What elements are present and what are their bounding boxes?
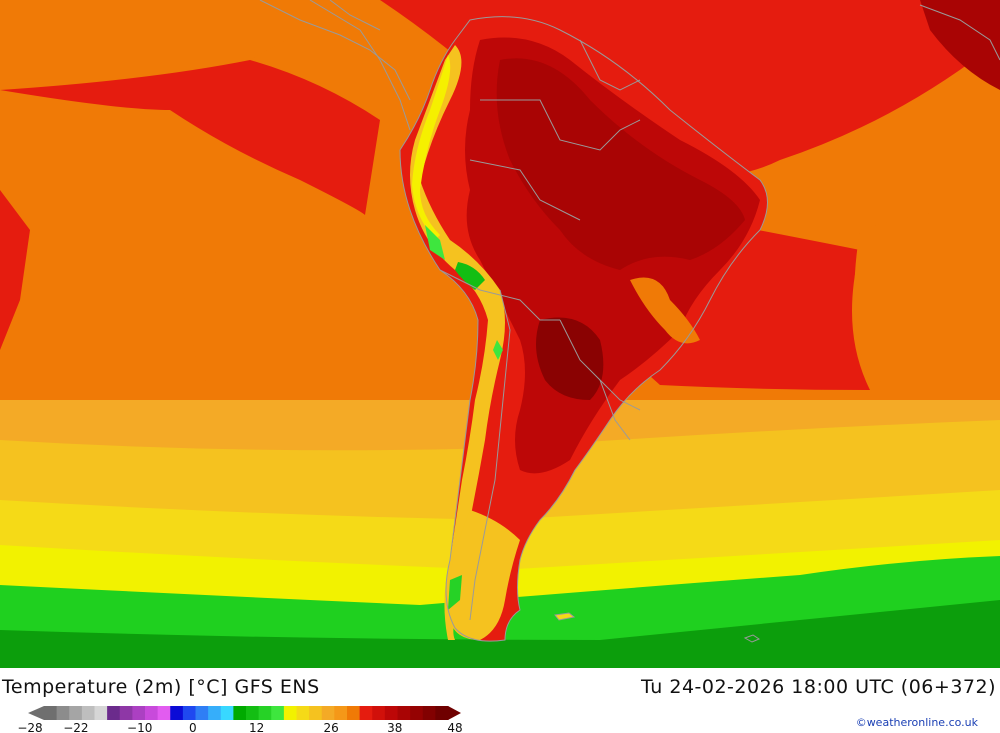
legend-svg: −28 −22 −10 0 12 26 38 48 [17,706,463,733]
ocean-band-dark-green [0,600,1000,668]
legend-swatch [132,706,146,720]
legend-swatch [359,706,373,720]
legend-swatch [384,706,399,720]
legend-swatch [410,706,424,720]
legend-swatch [81,706,96,720]
andes-green-spot [493,340,503,360]
legend-swatch [119,706,133,720]
legend-swatch [233,706,247,720]
andes-green-peru [425,225,445,260]
legend-swatch [107,706,121,720]
legend-swatch [422,706,436,720]
legend-tick-label: 38 [387,721,402,733]
legend-tick-label: −10 [127,721,152,733]
andes-green-altiplano [455,262,485,290]
legend-swatch [296,706,310,720]
andes-yellow-north [412,55,451,240]
legend-swatch [182,706,197,720]
legend-swatch [246,706,260,720]
legend-swatch [44,706,58,720]
legend-tick-label: 26 [323,721,338,733]
patagonia-green [448,575,462,610]
legend-swatch [334,706,348,720]
legend-swatch [157,706,171,720]
falkland-islands [743,634,761,643]
legend-tick-label: 12 [249,721,264,733]
legend-arrow-left [28,706,44,720]
legend-swatch [145,706,159,720]
legend-swatch [69,706,83,720]
credit-link[interactable]: ©weatheronline.co.uk [855,716,978,729]
africa-hot-corner [920,0,1000,90]
legend-tick-label: −28 [17,721,42,733]
warm-pacific-center [180,271,414,390]
legend-swatch [220,706,234,720]
legend-arrow-right [448,706,461,720]
legend-swatch [208,706,222,720]
hot-pacific-north [0,40,380,215]
legend-swatch [283,706,298,720]
legend-swatch [372,706,386,720]
legend-swatch [94,706,108,720]
legend-swatch [56,706,70,720]
legend-swatch [258,706,272,720]
color-legend: −28 −22 −10 0 12 26 38 48 [0,700,480,733]
legend-swatch [195,706,209,720]
legend-swatch [347,706,361,720]
island-south [554,612,576,621]
amazon-very-hot [496,58,745,271]
legend-swatch [397,706,411,720]
valid-time: Tu 24-02-2026 18:00 UTC (06+372) [641,676,996,698]
patagonia-amber [449,510,520,640]
legend-swatch [435,706,449,720]
legend-tick-label: 0 [189,721,197,733]
map-title: Temperature (2m) [°C] GFS ENS [2,676,320,698]
legend-tick-label: −22 [63,721,88,733]
country-borders [309,0,768,642]
central-america-outline [259,0,1000,101]
legend-swatch [321,706,335,720]
legend-tick-label: 48 [447,721,462,733]
andes-cool-strip [410,45,505,640]
legend-swatch [170,706,184,720]
southern-brazil-patch [630,277,700,344]
legend-swatch [309,706,323,720]
legend-swatch [271,706,285,720]
hot-pacific-west [0,190,30,350]
chaco-extreme [536,317,604,400]
warm-atlantic-east [854,209,1000,384]
temperature-map [0,0,1000,668]
map-canvas [0,0,1000,668]
warm-pacific-northwest [0,0,380,90]
